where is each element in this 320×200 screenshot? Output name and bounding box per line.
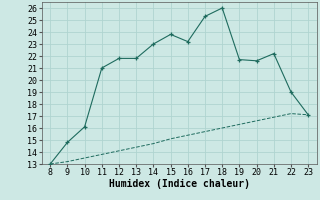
X-axis label: Humidex (Indice chaleur): Humidex (Indice chaleur) <box>109 179 250 189</box>
